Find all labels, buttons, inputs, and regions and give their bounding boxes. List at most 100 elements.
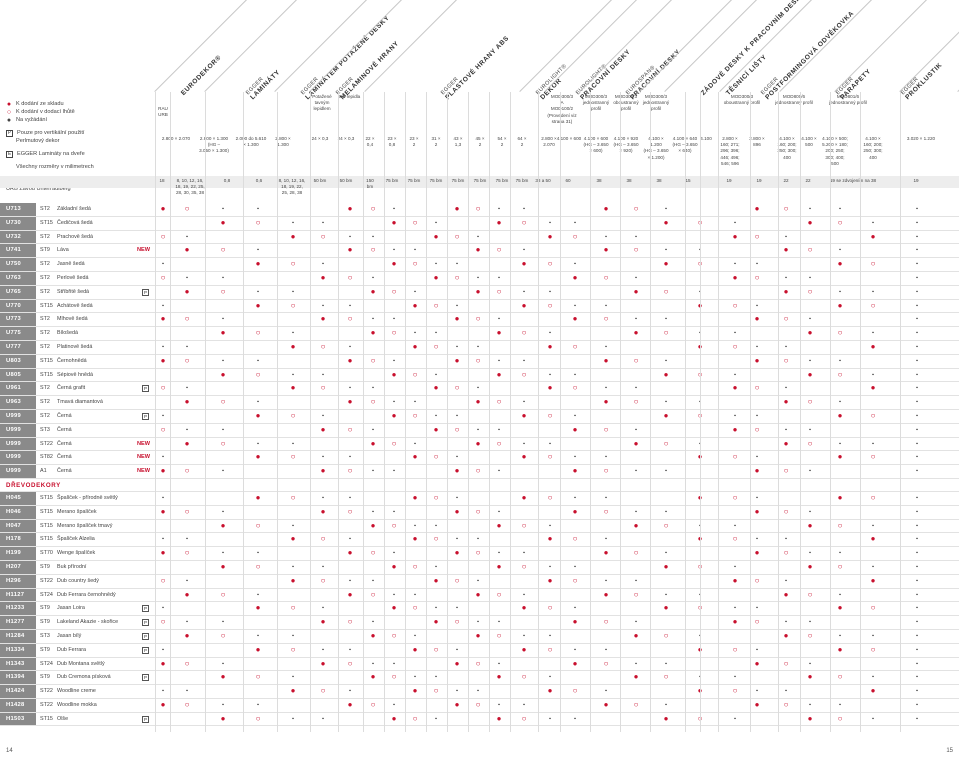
on-request-icon: ▪: [785, 233, 787, 240]
on-request-icon: ▪: [414, 399, 416, 406]
in-stock-icon: ●: [320, 658, 326, 668]
in-stock-icon: ●: [255, 300, 261, 310]
in-lead-time-icon: ○: [290, 259, 296, 269]
in-stock-icon: ●: [433, 575, 439, 585]
on-request-icon: ▪: [349, 494, 351, 501]
legend-item: ● Na vyžádání: [6, 116, 156, 124]
on-request-icon: ▪: [498, 274, 500, 281]
in-stock-icon: ●: [572, 272, 578, 282]
table-row: H296 ST22 Dub country šedý ○ ▪ ● ○ ▪ ▪ ● ○ ▪ ● ○ ▪ ▪ ● ○ ▪…: [0, 574, 959, 589]
thickness-cell: 8, 10, 12, 16, 18, 19, 22, 25, 28, 30, 3…: [175, 178, 205, 196]
on-request-icon: ▪: [785, 536, 787, 543]
in-lead-time-icon: ○: [521, 561, 527, 571]
on-request-icon: ▪: [756, 688, 758, 695]
in-lead-time-icon: ○: [160, 231, 166, 241]
on-request-icon: ▪: [734, 563, 736, 570]
on-request-icon: ▪: [414, 591, 416, 598]
legend-label: K dodání ze skladu: [16, 101, 64, 107]
new-badge: NEW: [137, 454, 151, 461]
on-request-icon: ▪: [257, 288, 259, 295]
in-stock-icon: ●: [732, 272, 738, 282]
on-request-icon: ▪: [349, 688, 351, 695]
on-request-icon: ▪: [916, 247, 918, 254]
on-request-icon: ▪: [785, 426, 787, 433]
in-stock-icon: ●: [633, 286, 639, 296]
on-request-icon: ▪: [523, 632, 525, 639]
size-cell: 2.800 × 160; 271; 296; 396; 446; 496; 54…: [720, 136, 740, 166]
in-stock-icon: ●: [220, 672, 226, 682]
on-request-icon: ▪: [322, 563, 324, 570]
on-request-icon: ▪: [349, 536, 351, 543]
in-lead-time-icon: ○: [433, 686, 439, 696]
header-prefix: EGGER: [440, 76, 460, 97]
decor-code: U765: [0, 285, 36, 299]
in-lead-time-icon: ○: [496, 589, 502, 599]
decor-code: U775: [0, 327, 36, 340]
on-request-icon: ▪: [322, 646, 324, 653]
in-lead-time-icon: ○: [807, 630, 813, 640]
on-request-icon: ▪: [393, 701, 395, 708]
legend-symbol-icon: ○: [6, 108, 12, 116]
thickness-cell: 60: [565, 178, 571, 183]
decor-name: Achátově šedá: [57, 302, 93, 309]
on-request-icon: ▪: [393, 468, 395, 475]
on-request-icon: ▪: [549, 330, 551, 337]
on-request-icon: ▪: [916, 357, 918, 364]
on-request-icon: ▪: [393, 316, 395, 323]
in-stock-icon: ●: [663, 561, 669, 571]
on-request-icon: ▪: [414, 674, 416, 681]
on-request-icon: ▪: [839, 632, 841, 639]
decor-code: H1284: [0, 629, 36, 643]
on-request-icon: ▪: [605, 385, 607, 392]
size-cell: 22 × 0,4: [365, 136, 375, 148]
in-lead-time-icon: ○: [547, 644, 553, 654]
decor-code: H178: [0, 533, 36, 547]
in-lead-time-icon: ○: [370, 397, 376, 407]
on-request-icon: ▪: [916, 316, 918, 323]
on-request-icon: ▪: [372, 508, 374, 515]
in-lead-time-icon: ○: [870, 259, 876, 269]
on-request-icon: ▪: [322, 715, 324, 722]
in-stock-icon: ●: [320, 466, 326, 476]
in-lead-time-icon: ○: [347, 272, 353, 282]
in-lead-time-icon: ○: [572, 231, 578, 241]
in-stock-icon: ●: [732, 231, 738, 241]
in-lead-time-icon: ○: [496, 245, 502, 255]
in-stock-icon: ●: [290, 341, 296, 351]
in-lead-time-icon: ○: [783, 355, 789, 365]
structure-code: ST22: [40, 440, 53, 447]
size-cell: 24 × 0,3: [311, 136, 329, 141]
in-lead-time-icon: ○: [475, 355, 481, 365]
on-request-icon: ▪: [574, 494, 576, 501]
vertical-use-icon: P: [142, 632, 149, 640]
structure-code: ST2: [40, 399, 50, 406]
in-lead-time-icon: ○: [475, 548, 481, 558]
in-lead-time-icon: ○: [732, 300, 738, 310]
in-lead-time-icon: ○: [754, 272, 760, 282]
in-stock-icon: ●: [454, 699, 460, 709]
legend-symbol-icon: P: [6, 129, 13, 137]
structure-code: ST24: [40, 591, 53, 598]
decor-code: H1424: [0, 685, 36, 698]
decor-name: Merano špalíček tmavý: [57, 522, 113, 529]
size-cell: 2.800 × 1.300: [275, 136, 291, 148]
in-stock-icon: ●: [391, 410, 397, 420]
on-request-icon: ▪: [605, 688, 607, 695]
in-stock-icon: ●: [433, 272, 439, 282]
on-request-icon: ▪: [322, 454, 324, 461]
on-request-icon: ▪: [186, 385, 188, 392]
in-stock-icon: ●: [391, 561, 397, 571]
in-lead-time-icon: ○: [290, 452, 296, 462]
in-stock-icon: ●: [754, 314, 760, 324]
decor-name: Černá: [57, 468, 72, 475]
decor-code: H1394: [0, 671, 36, 685]
in-lead-time-icon: ○: [837, 217, 843, 227]
legend-item: ○ K dodání v dodací lhůtě: [6, 108, 156, 116]
in-lead-time-icon: ○: [603, 506, 609, 516]
in-lead-time-icon: ○: [412, 259, 418, 269]
in-lead-time-icon: ○: [475, 314, 481, 324]
table-row: U963 ST2 Tmavá diamantová ● ○ ▪ ● ○ ▪ ▪ ● ○ ▪ ● ○ ▪ ▪ ● ○ ▪…: [0, 396, 959, 410]
